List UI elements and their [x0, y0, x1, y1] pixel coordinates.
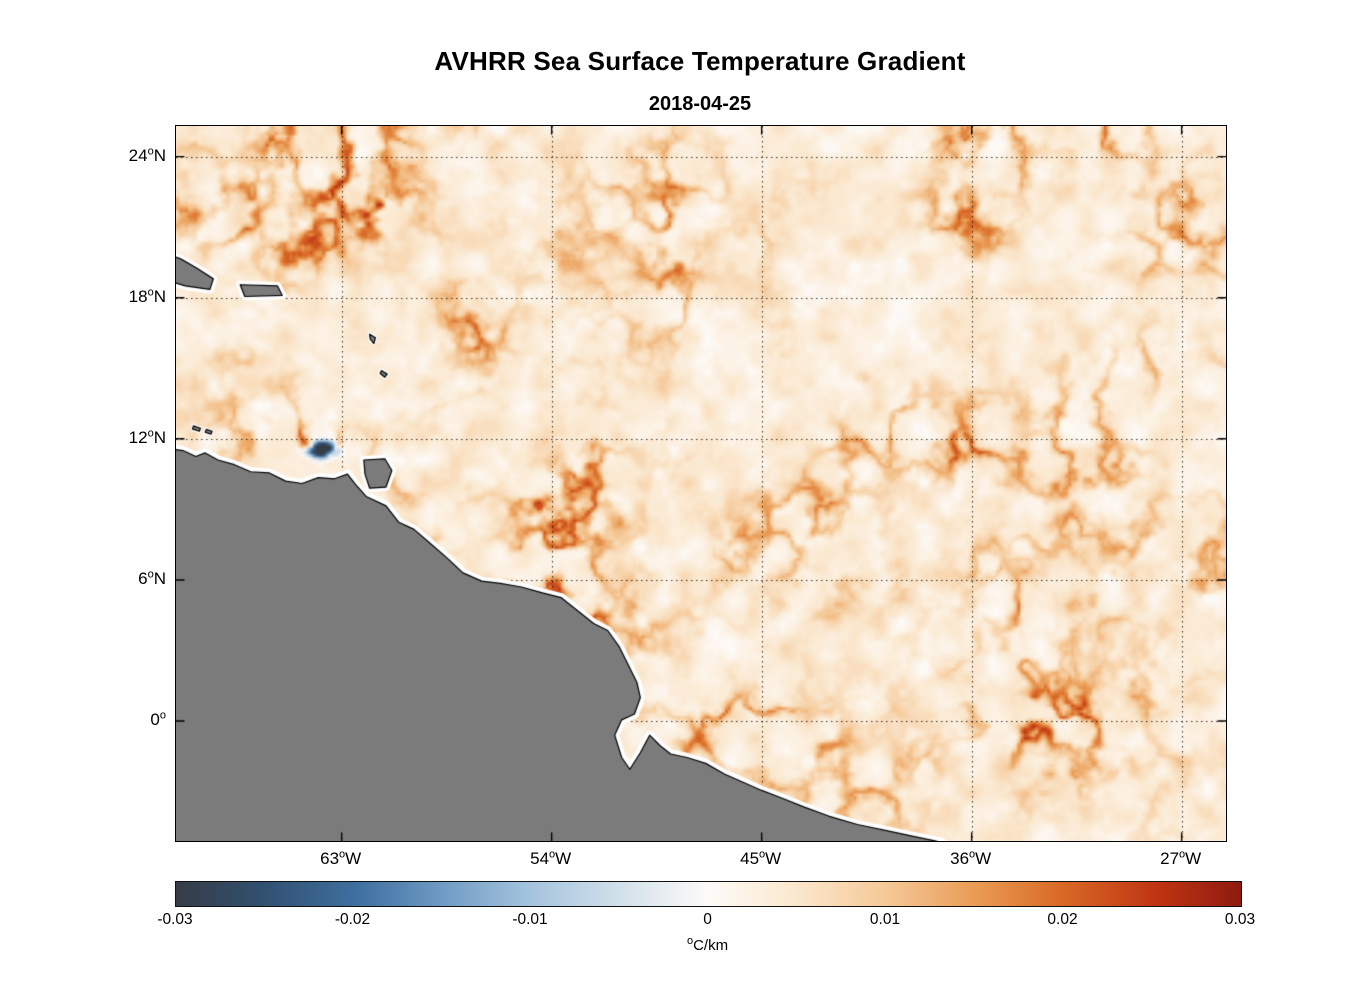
- figure-subtitle: 2018-04-25: [648, 93, 752, 115]
- colorbar-tick-label: 0.02: [1047, 911, 1078, 928]
- colorbar-tick-label: -0.02: [334, 911, 371, 928]
- lon-tick-label: 27oW: [1160, 848, 1202, 868]
- figure-title: AVHRR Sea Surface Temperature Gradient: [434, 46, 966, 76]
- lat-tick-label: 24oN: [128, 144, 166, 165]
- lon-tick-label: 54oW: [530, 848, 572, 868]
- colorbar-tick-label: -0.03: [157, 911, 193, 928]
- map-axes: [175, 125, 1227, 842]
- lat-tick-label: 0o: [150, 709, 166, 730]
- colorbar-tick-label: 0.01: [869, 911, 901, 928]
- colorbar-tick-label: 0.03: [1224, 911, 1256, 928]
- lat-tick-label: 6oN: [138, 568, 166, 588]
- unit-text: C/km: [693, 937, 729, 954]
- lon-tick-label: 63oW: [320, 848, 362, 868]
- colorbar-unit-label: oC/km: [600, 935, 815, 955]
- colorbar: [175, 881, 1242, 907]
- lat-tick-label: 12oN: [128, 427, 166, 447]
- degree-symbol: o: [686, 935, 694, 947]
- lon-tick-label: 36oW: [950, 848, 992, 868]
- lat-tick-label: 18oN: [128, 286, 166, 306]
- colorbar-tick-label: -0.01: [512, 911, 548, 928]
- lon-tick-label: 45oW: [740, 848, 782, 868]
- colorbar-tick-label: 0: [703, 911, 712, 928]
- sst-gradient-heatmap: [176, 126, 1226, 841]
